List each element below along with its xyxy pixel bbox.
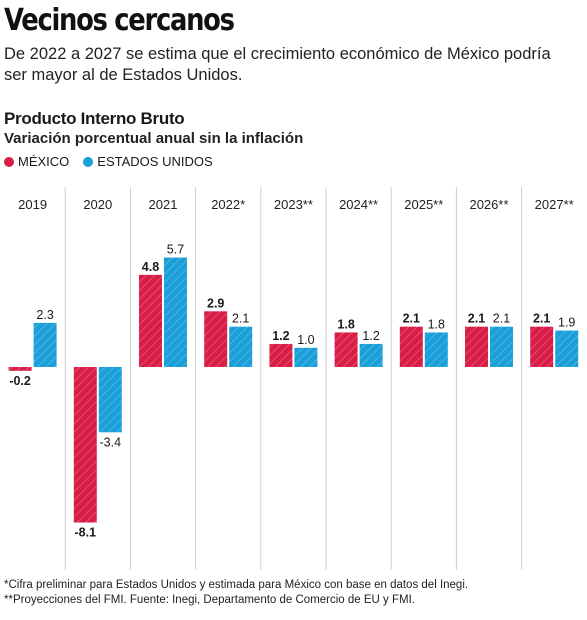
bar [98,367,122,433]
legend-label-usa: ESTADOS UNIDOS [97,154,213,169]
chart-subtitle: De 2022 a 2027 se estima que el crecimie… [4,45,551,84]
legend: MÉXICO ESTADOS UNIDOS [4,154,227,169]
data-label: -3.4 [100,435,122,449]
data-label: 1.8 [428,317,445,331]
data-label: 2.1 [403,312,420,326]
chart-heading: Producto Interno Bruto [4,109,185,128]
bar [424,332,448,367]
legend-label-mexico: MÉXICO [18,154,70,169]
x-tick-label: 2025** [404,197,443,212]
data-label: 1.2 [272,329,289,343]
x-tick-label: 2021 [149,197,178,212]
legend-swatch-mexico [4,156,14,167]
footnotes: *Cifra preliminar para Estados Unidos y … [4,578,468,608]
bar [269,343,293,367]
data-label: 1.8 [337,317,354,331]
data-label: -8.1 [75,526,97,540]
chart-title: Vecinos cercanos [4,3,235,38]
data-label: 2.1 [468,312,485,326]
data-label: 2.1 [493,312,510,326]
bar [33,322,57,367]
data-label: -0.2 [9,374,31,388]
bar [73,367,97,523]
data-label: 2.9 [207,296,224,310]
bar [334,332,358,367]
data-label: 2.3 [36,308,53,322]
legend-item-usa: ESTADOS UNIDOS [83,154,213,169]
bar [294,347,318,367]
bar [465,326,488,367]
data-label: 2.1 [533,312,550,326]
chart-subheading: Variación porcentual anual sin la inflac… [4,130,304,147]
x-tick-label: 2020 [83,197,112,212]
data-label: 1.9 [558,316,575,330]
bar [530,326,554,367]
data-label: 1.0 [297,333,314,347]
x-tick-label: 2027** [535,197,574,212]
footnote-1: *Cifra preliminar para Estados Unidos y … [4,579,469,591]
x-tick-label: 2026** [469,197,508,212]
bar [229,326,253,367]
data-label: 1.2 [362,329,379,343]
bar [555,330,579,367]
bar [8,367,32,371]
legend-swatch-usa [83,156,94,167]
bar [490,326,513,367]
bar [204,311,228,367]
x-tick-label: 2019 [18,197,47,212]
bar [164,257,187,367]
bar [139,274,162,367]
x-tick-label: 2022* [211,197,245,212]
bar [399,326,423,367]
data-label: 4.8 [142,260,159,274]
bar [359,343,383,367]
data-label: 2.1 [232,312,249,326]
legend-item-mexico: MÉXICO [4,154,69,169]
x-tick-label: 2023** [274,197,313,212]
footnote-2: **Proyecciones del FMI. Fuente: Inegi, D… [4,594,415,606]
data-label: 5.7 [167,243,184,257]
bar-chart: 2019 -0.2 2.3 2020 -8.1 -3.4 2021 4.8 5.7 2022* 2.… [8,187,579,570]
x-tick-label: 2024** [339,197,378,212]
